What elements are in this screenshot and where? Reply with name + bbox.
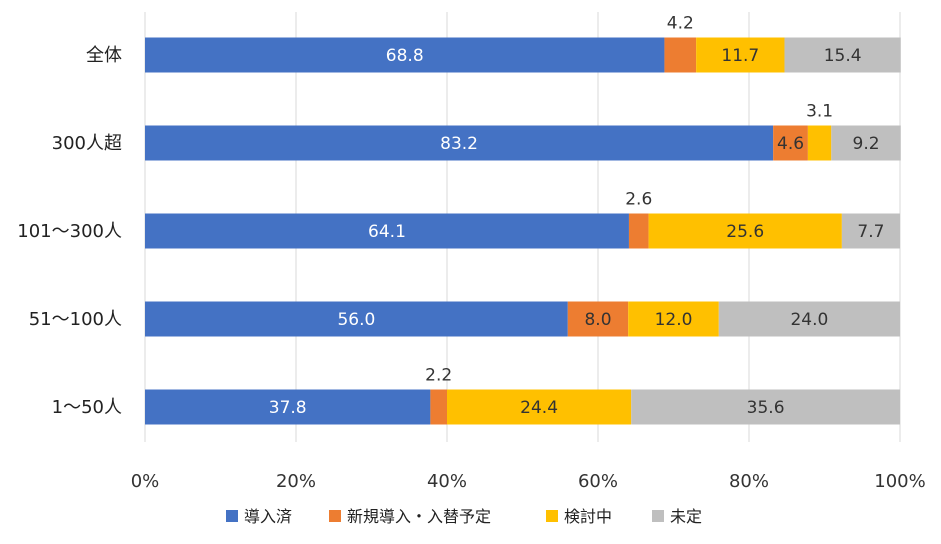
data-label: 35.6 bbox=[747, 398, 785, 418]
category-label: 全体 bbox=[86, 45, 122, 66]
bar-segment bbox=[628, 301, 719, 337]
data-label: 64.1 bbox=[368, 222, 406, 242]
legend-swatch bbox=[546, 510, 558, 522]
legend-label: 新規導入・入替予定 bbox=[347, 507, 491, 526]
category-label: 101〜300人 bbox=[17, 221, 122, 242]
bar-segment bbox=[567, 301, 629, 337]
bar-segment bbox=[831, 125, 901, 161]
data-label: 8.0 bbox=[584, 310, 611, 330]
legend-label: 導入済 bbox=[244, 507, 292, 526]
data-label: 4.2 bbox=[667, 14, 694, 34]
bar-segment bbox=[628, 213, 649, 249]
data-label: 83.2 bbox=[440, 134, 478, 154]
bar-segment bbox=[145, 125, 774, 161]
legend-label: 検討中 bbox=[564, 507, 612, 526]
x-tick-label: 0% bbox=[131, 471, 160, 492]
bar-segment bbox=[631, 389, 900, 425]
legend-item: 新規導入・入替予定 bbox=[329, 507, 491, 526]
bar-segment bbox=[841, 213, 900, 249]
legend-label: 未定 bbox=[670, 507, 702, 526]
data-label: 37.8 bbox=[269, 398, 307, 418]
data-label: 9.2 bbox=[853, 134, 880, 154]
data-label: 7.7 bbox=[857, 222, 884, 242]
data-label: 56.0 bbox=[337, 310, 375, 330]
data-label: 11.7 bbox=[721, 46, 759, 66]
data-label: 24.0 bbox=[790, 310, 828, 330]
bar-segment bbox=[773, 125, 808, 161]
data-label: 3.1 bbox=[806, 102, 833, 122]
bar-segment bbox=[696, 37, 785, 73]
legend-item: 未定 bbox=[652, 507, 702, 526]
category-label: 51〜100人 bbox=[29, 309, 122, 330]
bar-segment bbox=[430, 389, 447, 425]
bar-segment bbox=[145, 37, 665, 73]
bar-segment bbox=[145, 389, 431, 425]
x-tick-label: 80% bbox=[729, 471, 769, 492]
category-labels: 全体 300人超 101〜300人 51〜100人 1〜50人 bbox=[17, 45, 122, 418]
bar-segment bbox=[807, 125, 832, 161]
data-label: 2.6 bbox=[625, 190, 652, 210]
legend-swatch bbox=[329, 510, 341, 522]
data-label: 24.4 bbox=[520, 398, 558, 418]
x-axis-tick-labels: 0% 20% 40% 60% 80% 100% bbox=[131, 471, 926, 492]
bar-segment bbox=[664, 37, 697, 73]
category-label: 300人超 bbox=[52, 133, 122, 154]
category-label: 1〜50人 bbox=[52, 397, 122, 418]
legend-item: 導入済 bbox=[226, 507, 292, 526]
bar-segment bbox=[145, 213, 629, 249]
x-tick-label: 20% bbox=[276, 471, 316, 492]
bar-segment bbox=[648, 213, 842, 249]
bars bbox=[145, 37, 901, 425]
data-label: 2.2 bbox=[425, 366, 452, 386]
bar-segment bbox=[145, 301, 568, 337]
data-label: 25.6 bbox=[726, 222, 764, 242]
bar-segment bbox=[784, 37, 901, 73]
data-label: 15.4 bbox=[824, 46, 862, 66]
x-tick-label: 40% bbox=[427, 471, 467, 492]
legend: 導入済 新規導入・入替予定 検討中 未定 bbox=[226, 507, 702, 526]
data-label: 12.0 bbox=[655, 310, 693, 330]
bar-segment bbox=[718, 301, 900, 337]
data-label: 4.6 bbox=[777, 134, 804, 154]
data-labels: 68.8 4.2 11.7 15.4 83.2 4.63.1 9.2 64.1 2.6 25.6 7… bbox=[269, 14, 885, 419]
x-tick-label: 100% bbox=[874, 471, 925, 492]
x-tick-label: 60% bbox=[578, 471, 618, 492]
data-label: 68.8 bbox=[386, 46, 424, 66]
bar-segment bbox=[447, 389, 632, 425]
legend-swatch bbox=[226, 510, 238, 522]
legend-swatch bbox=[652, 510, 664, 522]
legend-item: 検討中 bbox=[546, 507, 612, 526]
